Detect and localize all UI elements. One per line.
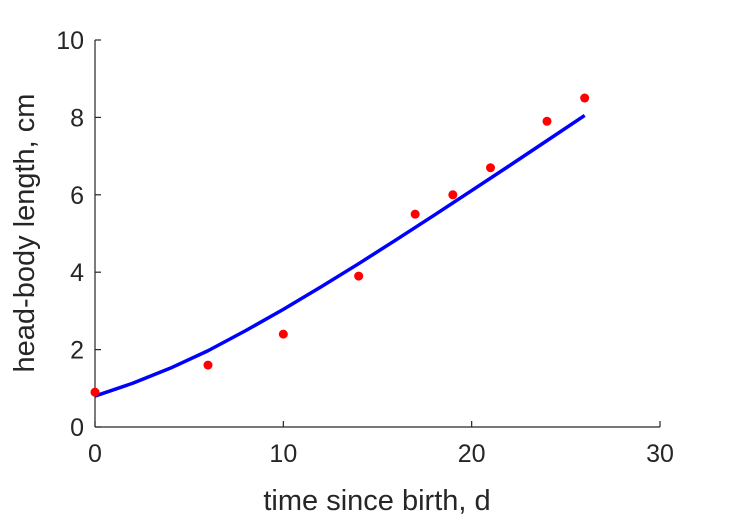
data-point	[90, 387, 100, 397]
fit-curve-line	[94, 114, 586, 398]
y-tick-label: 6	[70, 182, 84, 210]
data-point	[354, 271, 364, 281]
observed-points-series	[90, 93, 590, 397]
tick-labels: 0 10 20 30 0 2 4 6 8 10	[56, 27, 674, 468]
x-tick-label: 0	[88, 440, 102, 468]
data-point	[448, 190, 458, 200]
data-point	[278, 329, 288, 339]
data-point	[203, 360, 213, 370]
y-axis-label: head-body length, cm	[9, 94, 41, 373]
tick-marks	[94, 39, 661, 428]
y-tick-label: 0	[70, 414, 84, 442]
x-tick-label: 30	[646, 440, 674, 468]
x-tick-label: 20	[458, 440, 486, 468]
axes	[94, 40, 660, 428]
fit-curve-series	[94, 114, 586, 398]
y-tick-label: 4	[70, 259, 84, 287]
data-point	[542, 116, 552, 126]
x-axis-label: time since birth, d	[263, 485, 490, 517]
data-point	[410, 209, 420, 219]
y-tick-label: 10	[56, 27, 84, 55]
y-tick-label: 2	[70, 337, 84, 365]
y-tick-label: 8	[70, 104, 84, 132]
x-tick-label: 10	[269, 440, 297, 468]
data-point	[580, 93, 590, 103]
data-point	[486, 163, 495, 173]
